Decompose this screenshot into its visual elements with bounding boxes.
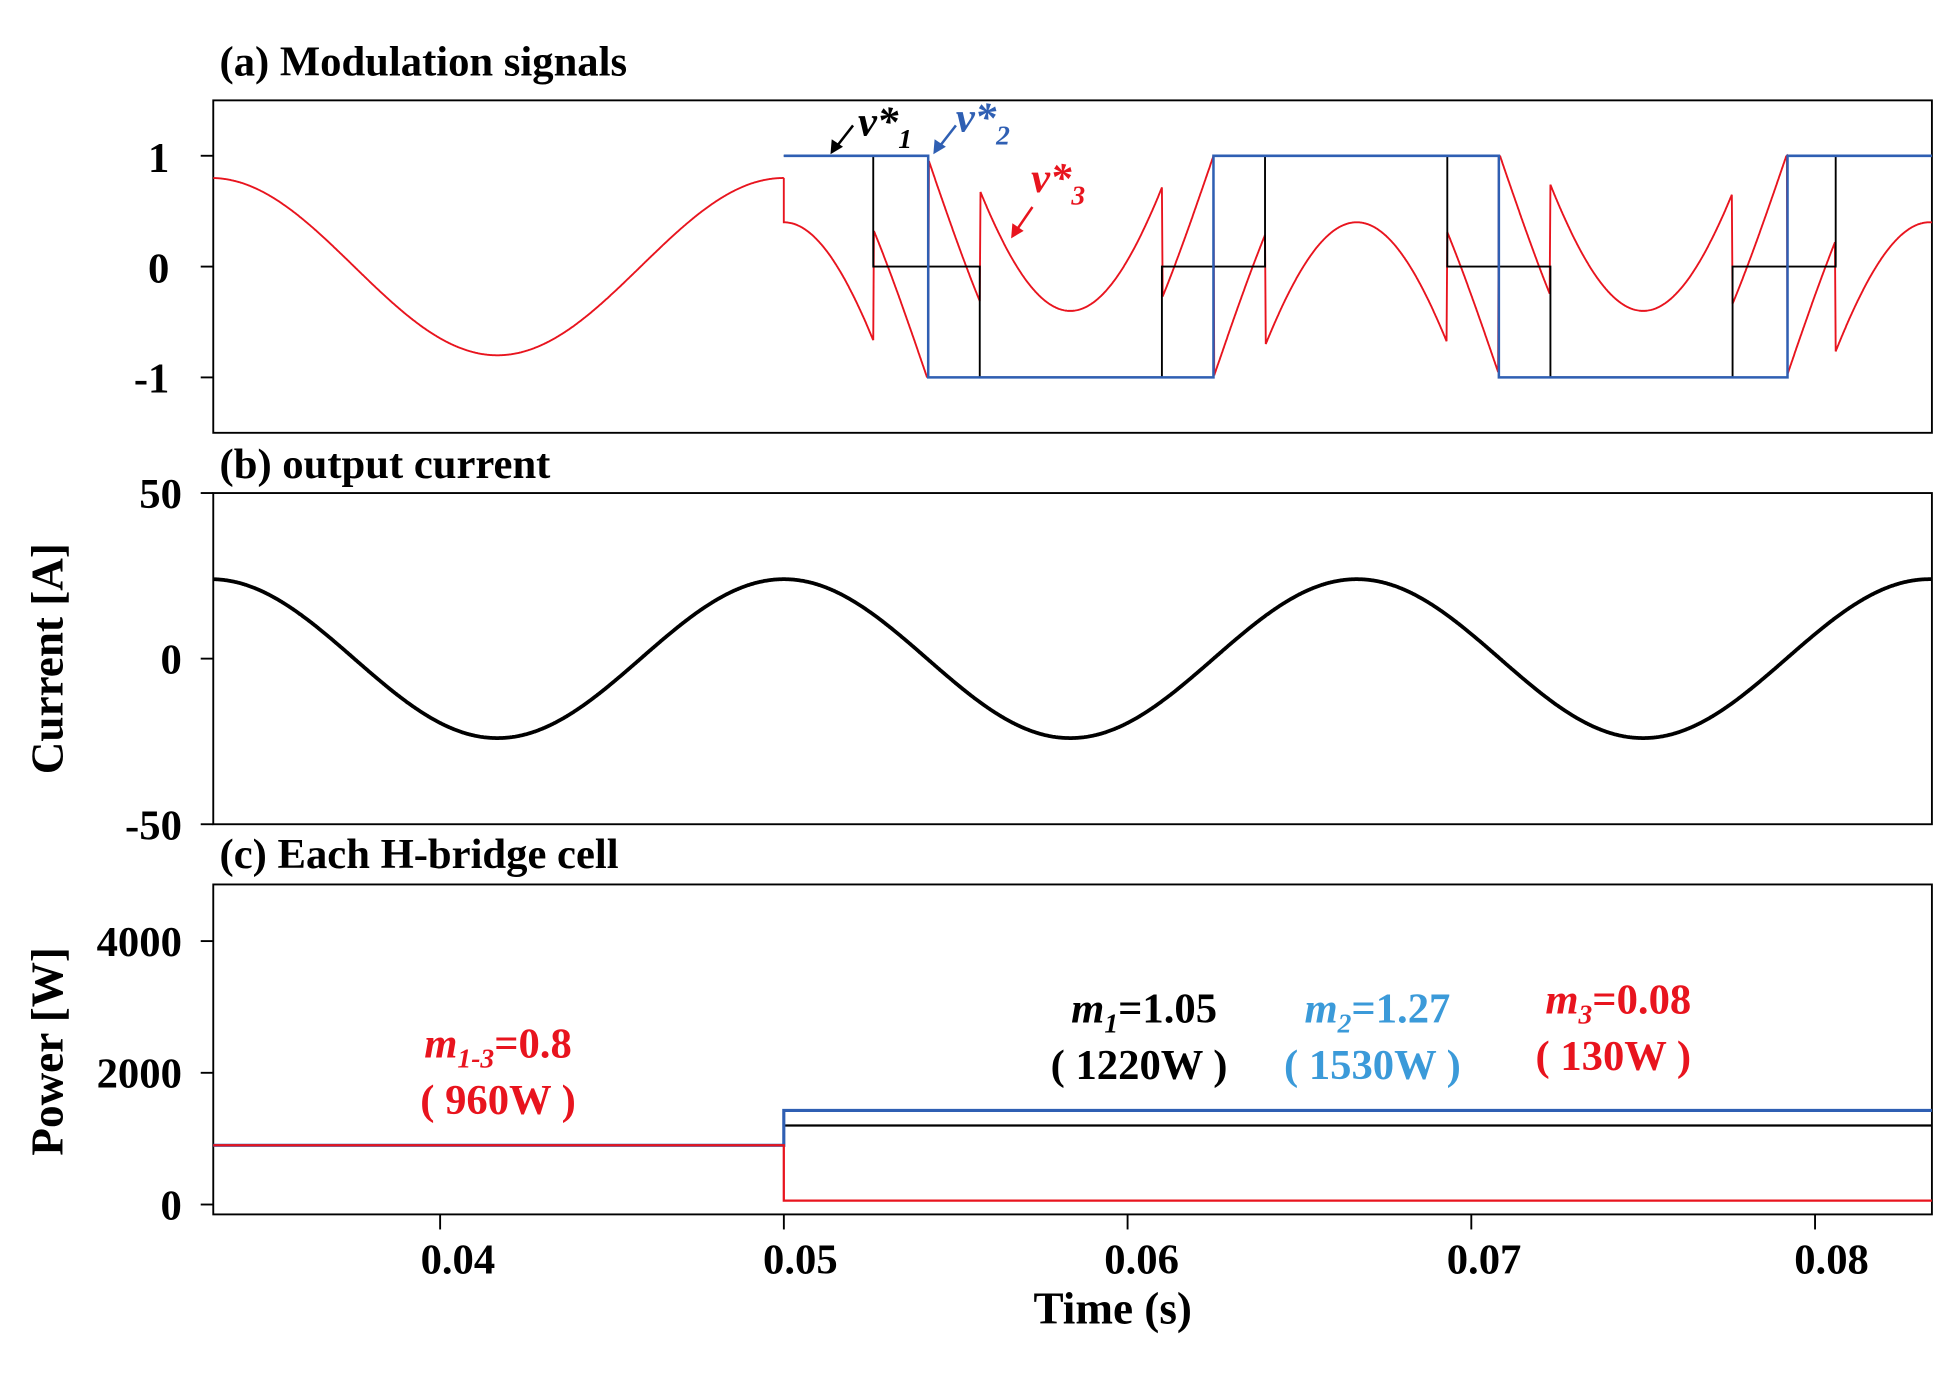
label-cell1: m1=1.05 ( 1220W ) (1051, 985, 1228, 1088)
label-cell2: m2=1.27 ( 1530W ) (1284, 985, 1461, 1088)
xtick-0.07: 0.07 (1447, 1236, 1522, 1283)
svg-text:v*2: v*2 (956, 95, 1010, 151)
panel-c-title: (c) Each H-bridge cell (220, 831, 619, 878)
ytick-a-neg1: -1 (134, 356, 170, 403)
series-power-cell1 (213, 1124, 1932, 1147)
series-v2 (783, 154, 1932, 379)
label-cell3: m3=0.08 ( 130W ) (1535, 977, 1691, 1080)
ylabel-power: Power [W] (23, 947, 73, 1156)
ytick-c-2000: 2000 (97, 1051, 182, 1098)
xtick-0.06: 0.06 (1104, 1236, 1179, 1283)
arrow-icon (933, 139, 946, 155)
xlabel-time: Time (s) (1034, 1284, 1192, 1334)
svg-text:v*3: v*3 (1031, 155, 1085, 211)
svg-text:( 1530W ): ( 1530W ) (1284, 1042, 1461, 1089)
series-v1 (783, 154, 1932, 379)
arrow-icon (1011, 223, 1024, 239)
xtick-0.04: 0.04 (421, 1236, 496, 1283)
annotation-v1: v*1 (830, 98, 912, 155)
panel-a-frame (212, 99, 1933, 434)
svg-text:m1=1.05: m1=1.05 (1071, 985, 1217, 1038)
panel-b-title: (b) output current (220, 441, 552, 488)
annotation-v3: v*3 (1011, 155, 1085, 239)
panel-a-title: (a) Modulation signals (220, 38, 628, 85)
ylabel-current: Current [A] (23, 543, 73, 774)
label-before-step: m1-3=0.8 ( 960W ) (420, 1021, 576, 1124)
svg-text:( 130W ): ( 130W ) (1535, 1033, 1691, 1080)
svg-text:( 1220W ): ( 1220W ) (1051, 1042, 1228, 1089)
ytick-c-0: 0 (161, 1182, 182, 1229)
svg-text:m3=0.08: m3=0.08 (1545, 977, 1691, 1030)
xtick-0.05: 0.05 (763, 1236, 838, 1283)
ytick-c-4000: 4000 (97, 919, 182, 966)
svg-text:v*1: v*1 (858, 98, 912, 154)
svg-text:m1-3=0.8: m1-3=0.8 (424, 1021, 572, 1074)
svg-text:m2=1.27: m2=1.27 (1304, 985, 1450, 1038)
ytick-a-1: 1 (148, 135, 169, 182)
series-v3 (782, 153, 1932, 379)
ytick-b-neg50: -50 (125, 802, 182, 849)
series-power-cell3 (213, 1144, 1932, 1202)
xtick-0.08: 0.08 (1794, 1236, 1869, 1283)
svg-text:( 960W ): ( 960W ) (420, 1077, 576, 1124)
series-current (213, 577, 1932, 741)
ytick-a-0: 0 (148, 245, 169, 292)
arrow-icon (830, 139, 844, 155)
annotation-v2: v*2 (933, 95, 1010, 155)
ytick-b-50: 50 (139, 471, 182, 518)
panel-c-frame (212, 883, 1933, 1216)
series-v3-before-step (213, 176, 784, 357)
ytick-b-0: 0 (161, 637, 182, 684)
panel-b-frame (212, 492, 1933, 826)
